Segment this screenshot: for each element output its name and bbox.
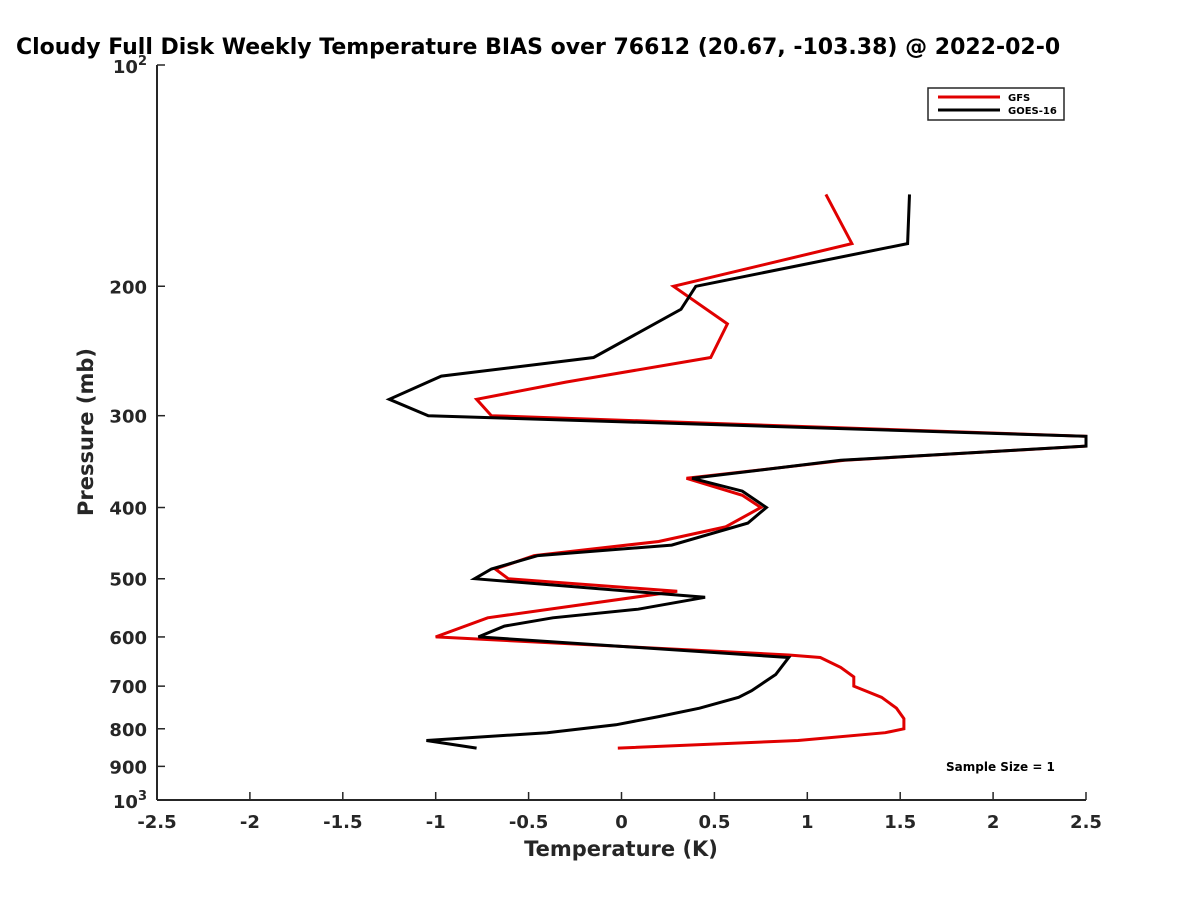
y-tick-label-power: 102 xyxy=(113,54,147,78)
y-tick-label: 600 xyxy=(109,628,147,649)
y-tick-label: 800 xyxy=(109,720,147,741)
x-tick-label: -0.5 xyxy=(509,812,548,833)
y-tick-label: 700 xyxy=(109,677,147,698)
x-tick-label: -2 xyxy=(240,812,260,833)
x-tick-label: 1.5 xyxy=(884,812,916,833)
y-axis-label: Pressure (mb) xyxy=(74,348,98,516)
y-tick-label: 400 xyxy=(109,499,147,520)
x-tick-label: 1 xyxy=(801,812,814,833)
x-tick-labels: -2.5 -2 -1.5 -1 -0.5 0 0.5 1 1.5 2 2.5 xyxy=(137,812,1102,833)
chart-title: Cloudy Full Disk Weekly Temperature BIAS… xyxy=(16,35,1060,60)
x-axis-label: Temperature (K) xyxy=(524,837,718,861)
x-tick-label: 2.5 xyxy=(1070,812,1102,833)
legend-label: GOES-16 xyxy=(1008,106,1057,117)
y-tick-label: 900 xyxy=(109,757,147,778)
series-layer xyxy=(385,193,1088,750)
x-tick-label: -2.5 xyxy=(137,812,176,833)
x-tick-label: -1 xyxy=(426,812,446,833)
legend: GFS GOES-16 xyxy=(927,87,1065,121)
y-tick-label-power: 103 xyxy=(113,789,147,813)
x-tick-label: 2 xyxy=(987,812,1000,833)
y-tick-labels: 200 300 400 500 600 700 800 900 102 103 xyxy=(109,54,147,813)
x-tick-label: 0 xyxy=(615,812,628,833)
series-line-goes-16 xyxy=(385,194,1088,750)
x-tick-label: -1.5 xyxy=(323,812,362,833)
tick-marks xyxy=(156,64,1087,801)
x-tick-label: 0.5 xyxy=(698,812,730,833)
y-tick-label: 300 xyxy=(109,407,147,428)
y-tick-label: 200 xyxy=(109,277,147,298)
legend-box xyxy=(927,87,1065,121)
sample-size-annotation: Sample Size = 1 xyxy=(946,760,1055,774)
y-tick-label: 500 xyxy=(109,570,147,591)
legend-label: GFS xyxy=(1008,93,1030,104)
